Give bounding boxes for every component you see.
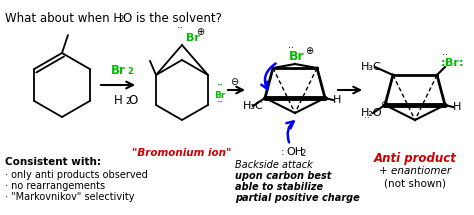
Text: ··: ·· — [176, 23, 183, 33]
Text: H: H — [453, 102, 461, 112]
Text: Br: Br — [289, 49, 305, 63]
Text: upon carbon best: upon carbon best — [235, 171, 331, 181]
Text: "Bromonium ion": "Bromonium ion" — [132, 148, 232, 158]
Text: H: H — [333, 95, 341, 105]
Text: H: H — [114, 94, 122, 106]
Text: Consistent with:: Consistent with: — [5, 157, 101, 167]
Text: 2: 2 — [126, 97, 131, 106]
Text: partial positive charge: partial positive charge — [235, 193, 360, 203]
Text: ⊖: ⊖ — [230, 77, 238, 87]
Text: ··: ·· — [442, 50, 448, 60]
Text: · no rearrangements: · no rearrangements — [5, 181, 105, 191]
Text: 2: 2 — [300, 149, 305, 158]
Text: Backside attack: Backside attack — [235, 160, 313, 170]
Text: Br: Br — [110, 63, 126, 77]
Text: ··: ·· — [288, 43, 294, 53]
Text: ⊕: ⊕ — [380, 100, 388, 110]
Text: 2: 2 — [118, 14, 123, 23]
Text: O is the solvent?: O is the solvent? — [123, 12, 222, 25]
Text: :: : — [281, 147, 284, 157]
Text: ⊕: ⊕ — [305, 46, 313, 56]
Text: able to stabilize: able to stabilize — [235, 182, 323, 192]
Text: + enantiomer: + enantiomer — [379, 166, 451, 176]
Text: · "Markovnikov" selectivity: · "Markovnikov" selectivity — [5, 192, 135, 202]
Text: ··: ·· — [364, 115, 370, 123]
Text: Anti product: Anti product — [374, 152, 456, 165]
Text: ⊕: ⊕ — [196, 27, 204, 37]
Text: H₃C: H₃C — [361, 62, 382, 72]
Text: OH: OH — [286, 147, 303, 157]
Text: H₂O: H₂O — [361, 108, 383, 118]
Text: (not shown): (not shown) — [384, 178, 446, 188]
Text: Br: Br — [445, 58, 459, 68]
Text: 2: 2 — [127, 66, 133, 75]
Text: Br: Br — [186, 33, 200, 43]
Text: :: : — [459, 58, 464, 68]
Text: What about when H: What about when H — [5, 12, 122, 25]
Text: H₃C: H₃C — [243, 101, 264, 111]
Text: :: : — [441, 58, 446, 68]
Text: · only anti products observed: · only anti products observed — [5, 170, 148, 180]
Text: ··
Br
··: ·· Br ·· — [214, 82, 226, 108]
Text: O: O — [128, 94, 137, 106]
